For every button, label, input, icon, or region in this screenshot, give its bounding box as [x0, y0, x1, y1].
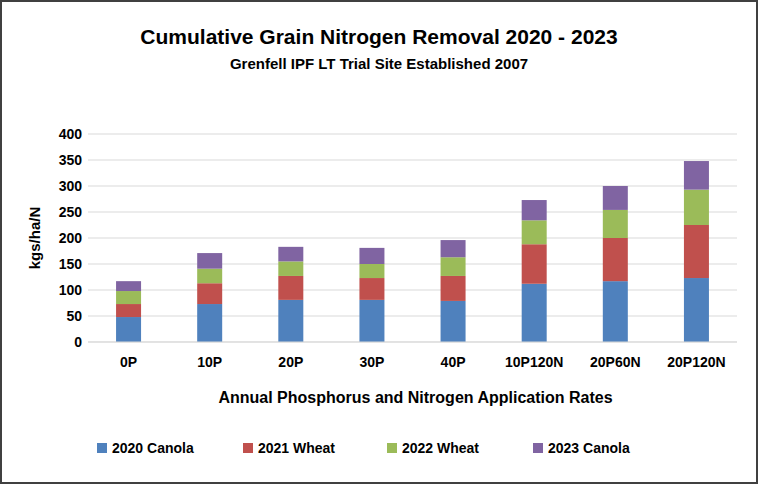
- bar-segment: [603, 238, 628, 281]
- x-tick-label: 20P120N: [667, 354, 725, 370]
- bar-segment: [522, 284, 547, 342]
- grid-line: [88, 238, 737, 239]
- bar-segment: [359, 248, 384, 264]
- legend-label: 2022 Wheat: [402, 440, 479, 456]
- bar-segment: [116, 291, 141, 304]
- bar-segment: [197, 304, 222, 342]
- title: Cumulative Grain Nitrogen Removal 2020 -…: [140, 25, 617, 48]
- legend-swatch: [97, 443, 107, 453]
- bar-segment: [197, 253, 222, 269]
- bar-segment: [441, 276, 466, 301]
- bar-segment: [359, 300, 384, 342]
- bars: [116, 161, 709, 342]
- y-axis-title: kgs/ha/N: [26, 207, 43, 270]
- bar-segment: [278, 261, 303, 276]
- bar-segment: [197, 283, 222, 304]
- bar-segment: [116, 317, 141, 342]
- grid-line: [88, 316, 737, 317]
- x-tick-label: 10P120N: [505, 354, 563, 370]
- y-tick-label: 350: [59, 152, 83, 168]
- legend: 2020 Canola 2021 Wheat 2022 Wheat 2023 Cano…: [97, 440, 630, 456]
- y-tick-label: 200: [59, 230, 83, 246]
- y-tick-label: 50: [66, 308, 82, 324]
- y-tick-label: 250: [59, 204, 83, 220]
- y-tick-label: 0: [74, 334, 82, 350]
- bar-segment: [603, 281, 628, 342]
- bar-segment: [684, 161, 709, 190]
- bar-segment: [603, 210, 628, 238]
- grid-line: [88, 212, 737, 213]
- x-tick-label: 30P: [359, 354, 384, 370]
- x-tick-label: 40P: [441, 354, 466, 370]
- bar-segment: [359, 278, 384, 300]
- bar-segment: [522, 220, 547, 244]
- bar-segment: [684, 278, 709, 342]
- grid-line: [88, 290, 737, 291]
- bar-segment: [197, 269, 222, 284]
- bar-segment: [441, 257, 466, 276]
- legend-swatch: [387, 443, 397, 453]
- bar-segment: [441, 240, 466, 257]
- bar-segment: [278, 276, 303, 300]
- grid-line: [88, 160, 737, 161]
- bar-segment: [684, 190, 709, 225]
- x-tick-label: 20P60N: [590, 354, 641, 370]
- frame: [1, 1, 757, 483]
- bar-segment: [603, 186, 628, 210]
- grid-line: [88, 186, 737, 187]
- grid-line: [88, 342, 737, 343]
- chart-container: Cumulative Grain Nitrogen Removal 2020 -…: [0, 0, 758, 484]
- y-tick-label: 300: [59, 178, 83, 194]
- legend-label: 2023 Canola: [548, 440, 630, 456]
- bar-segment: [278, 247, 303, 262]
- y-tick-label: 400: [59, 126, 83, 142]
- x-tick-label: 10P: [197, 354, 222, 370]
- bar-segment: [359, 264, 384, 278]
- y-tick-label: 150: [59, 256, 83, 272]
- subtitle: Grenfell IPF LT Trial Site Established 2…: [230, 55, 528, 72]
- y-tick-label: 100: [59, 282, 83, 298]
- legend-label: 2021 Wheat: [258, 440, 335, 456]
- grid-line: [88, 264, 737, 265]
- bar-segment: [116, 304, 141, 317]
- legend-swatch: [533, 443, 543, 453]
- chart: Cumulative Grain Nitrogen Removal 2020 -…: [0, 0, 758, 484]
- bar-segment: [522, 200, 547, 220]
- x-axis-title: Annual Phosphorus and Nitrogen Applicati…: [218, 389, 612, 406]
- x-axis-line: [88, 342, 737, 343]
- legend-swatch: [243, 443, 253, 453]
- bar-segment: [684, 225, 709, 278]
- bar-segment: [441, 301, 466, 342]
- bar-segment: [116, 281, 141, 291]
- x-tick-label: 0P: [120, 354, 137, 370]
- legend-label: 2020 Canola: [112, 440, 194, 456]
- bar-segment: [278, 300, 303, 342]
- x-tick-label: 20P: [278, 354, 303, 370]
- grid-line: [88, 134, 737, 135]
- bar-segment: [522, 244, 547, 284]
